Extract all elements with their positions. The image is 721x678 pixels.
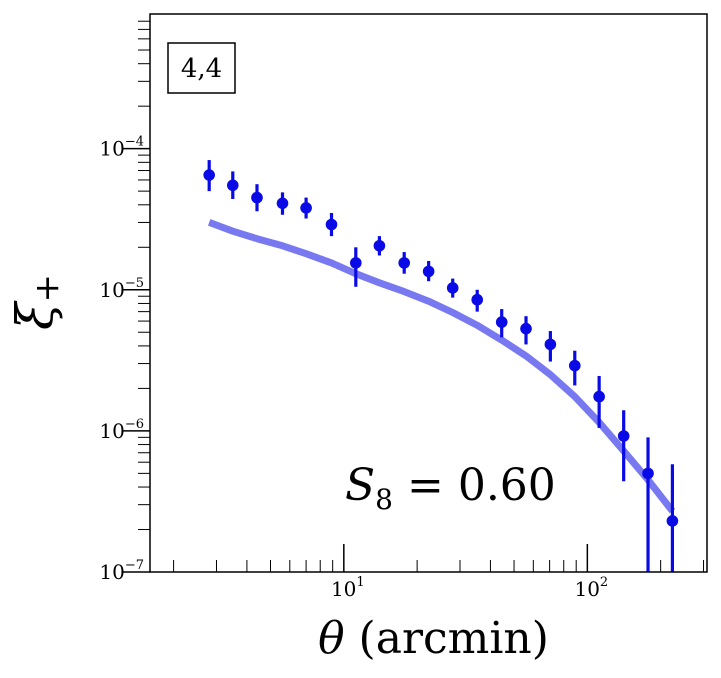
data-point-0 (203, 169, 215, 181)
data-point-2 (251, 191, 263, 204)
data-points-layer (203, 160, 679, 572)
text-layer: θ (arcmin) ξ+ 4,4 S8 = 0.60 (6, 42, 556, 664)
data-point-1 (226, 179, 239, 192)
y-tick-label-0: 10−7 (99, 558, 144, 584)
data-point-5 (325, 218, 338, 231)
plot-frame (149, 13, 708, 573)
x-tick-label-1: 102 (574, 575, 608, 601)
data-point-18 (642, 467, 654, 480)
data-point-16 (593, 390, 605, 403)
data-point-19 (666, 515, 679, 527)
s8-annotation: S8 = 0.60 (345, 460, 556, 516)
data-point-17 (617, 430, 630, 442)
y-tick-label-3: 10−4 (99, 135, 144, 161)
data-point-14 (544, 338, 557, 351)
panel-label-box (167, 42, 236, 94)
x-axis-title: θ (arcmin) (318, 613, 549, 664)
data-point-4 (300, 202, 312, 214)
panel-label: 4,4 (181, 54, 222, 84)
theory-curve-layer (207, 219, 676, 514)
data-point-15 (568, 359, 581, 372)
y-tick-label-1: 10−6 (99, 417, 144, 443)
data-point-8 (398, 257, 411, 269)
axes-layer: 10−7 10−6 10−5 10−4 101 102 (99, 13, 708, 601)
data-point-13 (520, 322, 532, 335)
y-tick-label-2: 10−5 (99, 276, 144, 302)
data-point-6 (350, 257, 362, 269)
data-point-11 (471, 293, 484, 306)
theory-curve (207, 219, 676, 514)
x-tick-label-0: 101 (331, 575, 365, 601)
data-point-7 (373, 239, 386, 252)
data-point-3 (276, 197, 289, 210)
data-point-10 (446, 282, 459, 294)
data-point-9 (422, 265, 435, 278)
y-axis-title: ξ+ (6, 274, 67, 330)
data-point-12 (495, 316, 508, 328)
